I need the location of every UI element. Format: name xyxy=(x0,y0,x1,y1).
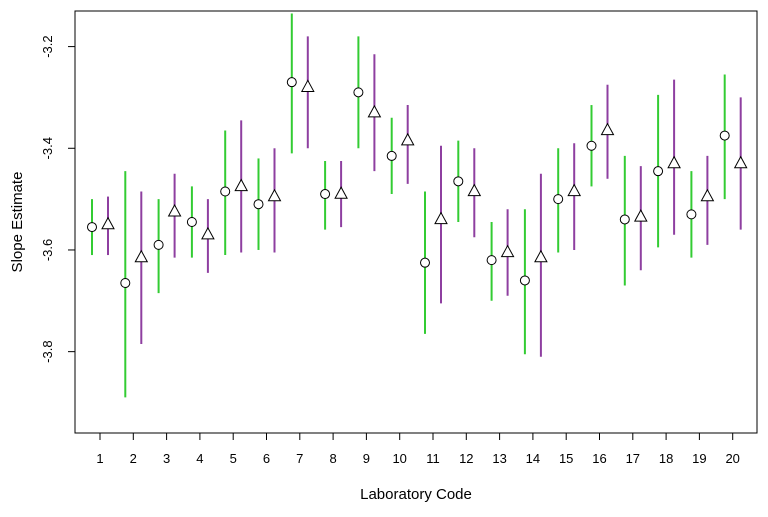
triangle-point xyxy=(600,122,615,136)
y-tick-label: -3.8 xyxy=(40,340,55,362)
circle-point xyxy=(420,257,430,268)
x-axis: 1 2 3 4 5 6 7 8 9 10 11 12 13 14 15 16 17 18 19 20 xyxy=(96,433,740,466)
circle-point xyxy=(153,239,164,250)
x-tick-label: 19 xyxy=(692,451,706,466)
circle-point xyxy=(486,255,497,266)
triangle-point xyxy=(367,104,382,118)
triangle-point xyxy=(500,244,515,258)
triangle-point xyxy=(167,203,182,217)
circle-point xyxy=(719,130,730,141)
x-tick-label: 20 xyxy=(725,451,739,466)
x-tick-label: 15 xyxy=(559,451,573,466)
x-tick-label: 6 xyxy=(263,451,270,466)
triangle-point xyxy=(733,155,748,169)
x-tick-label: 5 xyxy=(230,451,237,466)
triangle-point xyxy=(467,183,482,197)
triangle-point xyxy=(667,155,681,169)
circle-point xyxy=(220,186,231,197)
x-axis-title: Laboratory Code xyxy=(360,486,472,503)
x-tick-label: 1 xyxy=(96,451,103,466)
x-tick-label: 7 xyxy=(296,451,303,466)
series-triangle xyxy=(101,36,748,357)
circle-point xyxy=(686,209,697,220)
triangle-point xyxy=(434,211,448,225)
y-axis: -3.2 -3.4 -3.6 -3.8 xyxy=(40,35,75,363)
triangle-point xyxy=(101,216,115,230)
circle-point xyxy=(353,87,364,98)
circle-point xyxy=(519,275,530,286)
x-tick-label: 13 xyxy=(492,451,506,466)
x-tick-label: 12 xyxy=(459,451,473,466)
x-tick-label: 2 xyxy=(130,451,137,466)
triangle-point xyxy=(700,188,715,202)
y-axis-title: Slope Estimate xyxy=(9,172,26,273)
triangle-point xyxy=(267,188,282,202)
y-tick-label: -3.2 xyxy=(40,35,55,57)
triangle-point xyxy=(633,209,648,222)
triangle-point xyxy=(134,249,149,263)
circle-point xyxy=(553,194,564,205)
x-tick-label: 8 xyxy=(329,451,336,466)
triangle-point xyxy=(534,249,548,263)
circle-point xyxy=(186,217,197,227)
circle-point xyxy=(253,199,264,210)
triangle-point xyxy=(334,186,348,199)
x-tick-label: 3 xyxy=(163,451,170,466)
y-tick-label: -3.6 xyxy=(40,239,55,261)
x-tick-label: 11 xyxy=(426,451,440,466)
x-tick-label: 14 xyxy=(526,451,540,466)
triangle-point xyxy=(300,79,315,92)
series-circle xyxy=(87,13,730,398)
x-tick-label: 4 xyxy=(196,451,203,466)
circle-point xyxy=(653,166,664,177)
circle-point xyxy=(120,278,131,289)
plot-frame xyxy=(74,10,758,434)
x-tick-label: 18 xyxy=(659,451,673,466)
circle-point xyxy=(386,150,397,161)
circle-point xyxy=(586,140,597,151)
x-tick-label: 17 xyxy=(626,451,640,466)
circle-point xyxy=(320,189,331,200)
circle-point xyxy=(619,214,630,225)
circle-point xyxy=(453,176,464,187)
triangle-point xyxy=(567,183,582,197)
triangle-point xyxy=(201,226,215,240)
triangle-point xyxy=(400,132,415,146)
triangle-point xyxy=(234,178,249,192)
x-tick-label: 9 xyxy=(363,451,370,466)
y-tick-label: -3.4 xyxy=(40,137,55,159)
circle-point xyxy=(286,77,297,88)
x-tick-label: 16 xyxy=(592,451,606,466)
data-marks xyxy=(87,13,748,398)
x-tick-label: 10 xyxy=(392,451,406,466)
circle-point xyxy=(87,222,97,233)
